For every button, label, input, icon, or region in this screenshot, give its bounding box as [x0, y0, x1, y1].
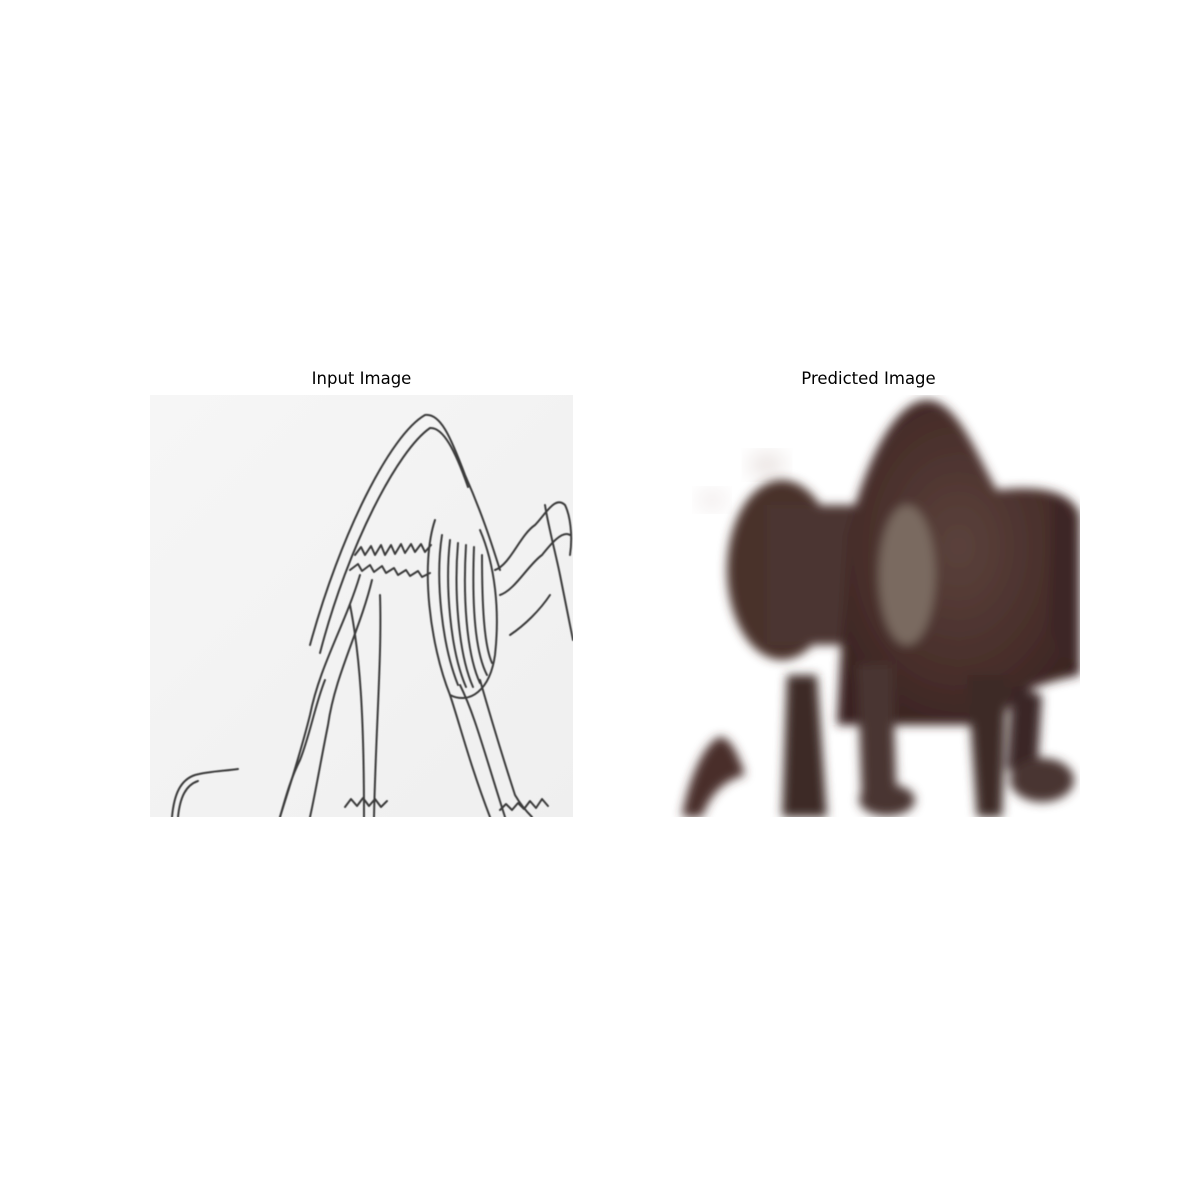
input-image — [150, 395, 573, 817]
skeleton-lines — [171, 413, 573, 817]
predicted-image-title: Predicted Image — [801, 369, 936, 388]
input-image-title: Input Image — [311, 369, 412, 388]
predicted-image — [657, 395, 1080, 817]
predicted-shape — [657, 395, 1080, 817]
input-sketch-drawing — [150, 395, 573, 817]
animal-body — [682, 400, 1080, 817]
